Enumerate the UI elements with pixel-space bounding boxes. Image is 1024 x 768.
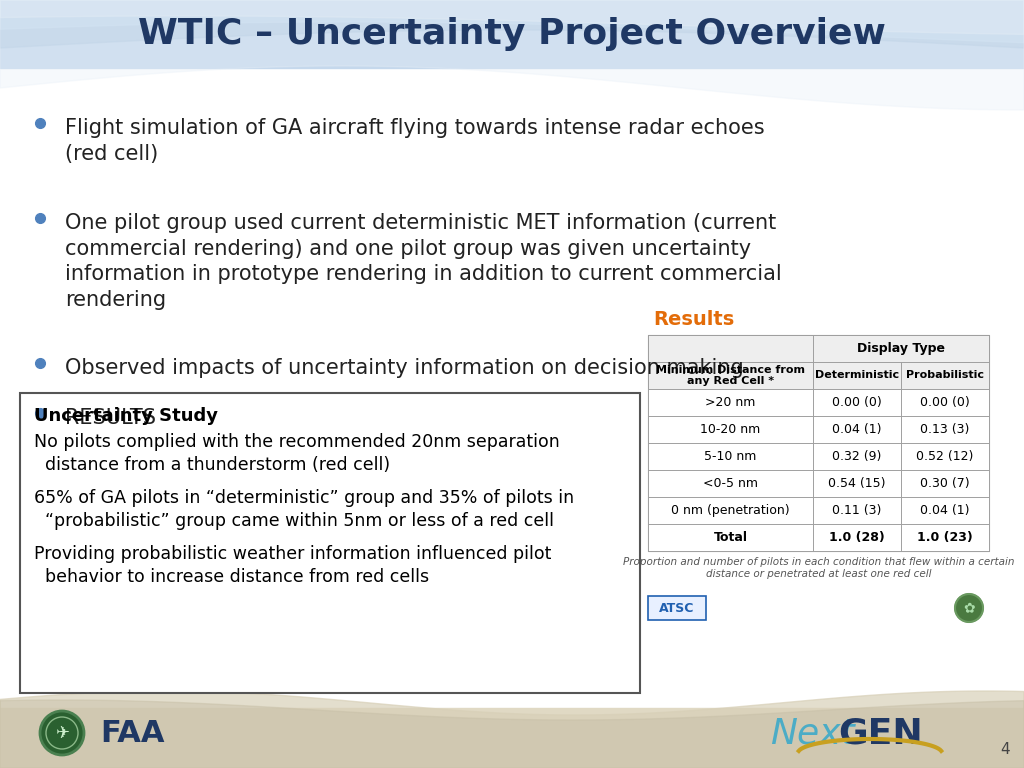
Text: 0.00 (0): 0.00 (0) xyxy=(921,396,970,409)
Polygon shape xyxy=(0,0,1024,35)
Bar xyxy=(901,362,989,389)
Text: 1.0 (23): 1.0 (23) xyxy=(918,531,973,544)
Text: 0.00 (0): 0.00 (0) xyxy=(833,396,882,409)
Bar xyxy=(813,416,901,443)
Bar xyxy=(901,389,989,416)
Text: Display Type: Display Type xyxy=(857,342,945,355)
Bar xyxy=(813,470,901,497)
Bar xyxy=(648,470,813,497)
Bar xyxy=(901,524,989,551)
Text: >20 nm: >20 nm xyxy=(706,396,756,409)
Text: <0-5 nm: <0-5 nm xyxy=(703,477,758,490)
Bar xyxy=(648,335,813,362)
Text: RESULTS: RESULTS xyxy=(65,408,156,428)
Text: ✈: ✈ xyxy=(55,724,69,742)
Text: Probabilistic: Probabilistic xyxy=(906,370,984,380)
Text: Providing probabilistic weather information influenced pilot
  behavior to incre: Providing probabilistic weather informat… xyxy=(34,545,551,586)
Text: No pilots complied with the recommended 20nm separation
  distance from a thunde: No pilots complied with the recommended … xyxy=(34,433,560,474)
Text: 5-10 nm: 5-10 nm xyxy=(705,450,757,463)
Text: Observed impacts of uncertainty information on decision making: Observed impacts of uncertainty informat… xyxy=(65,358,743,378)
Text: 0.32 (9): 0.32 (9) xyxy=(833,450,882,463)
Text: 0.54 (15): 0.54 (15) xyxy=(828,477,886,490)
Circle shape xyxy=(40,711,84,755)
Polygon shape xyxy=(0,691,1024,768)
Text: Proportion and number of pilots in each condition that flew within a certain
dis: Proportion and number of pilots in each … xyxy=(623,557,1014,578)
Bar xyxy=(901,416,989,443)
Polygon shape xyxy=(0,0,1024,43)
Text: 0.30 (7): 0.30 (7) xyxy=(921,477,970,490)
Text: 65% of GA pilots in “deterministic” group and 35% of pilots in
  “probabilistic”: 65% of GA pilots in “deterministic” grou… xyxy=(34,489,574,530)
Text: 0 nm (penetration): 0 nm (penetration) xyxy=(671,504,790,517)
Bar xyxy=(648,389,813,416)
Text: 0.04 (1): 0.04 (1) xyxy=(921,504,970,517)
Text: Total: Total xyxy=(714,531,748,544)
Bar xyxy=(0,708,1024,768)
Polygon shape xyxy=(0,0,1024,110)
Bar xyxy=(813,443,901,470)
Bar xyxy=(20,393,640,693)
Text: 0.11 (3): 0.11 (3) xyxy=(833,504,882,517)
Bar xyxy=(648,524,813,551)
Bar xyxy=(813,389,901,416)
Bar xyxy=(813,335,989,362)
Text: 4: 4 xyxy=(1000,743,1010,757)
Text: GEN: GEN xyxy=(838,716,923,750)
Text: One pilot group used current deterministic MET information (current
commercial r: One pilot group used current determinist… xyxy=(65,213,781,310)
Polygon shape xyxy=(0,0,1024,48)
Text: ✿: ✿ xyxy=(964,601,975,615)
Bar xyxy=(648,443,813,470)
Circle shape xyxy=(955,594,983,622)
Bar xyxy=(648,596,706,620)
Text: 10-20 nm: 10-20 nm xyxy=(700,423,761,436)
Text: FAA: FAA xyxy=(100,719,165,747)
Text: WTIC – Uncertainty Project Overview: WTIC – Uncertainty Project Overview xyxy=(138,17,886,51)
Bar xyxy=(648,362,813,389)
Bar xyxy=(813,497,901,524)
Text: ATSC: ATSC xyxy=(659,601,694,614)
Bar xyxy=(813,524,901,551)
Bar xyxy=(813,362,901,389)
Bar xyxy=(648,416,813,443)
Bar xyxy=(901,443,989,470)
Text: Uncertainty Study: Uncertainty Study xyxy=(34,407,218,425)
Text: 0.13 (3): 0.13 (3) xyxy=(921,423,970,436)
Bar xyxy=(901,497,989,524)
Text: Next: Next xyxy=(770,716,855,750)
Bar xyxy=(648,497,813,524)
Text: 1.0 (28): 1.0 (28) xyxy=(829,531,885,544)
Polygon shape xyxy=(0,700,1024,768)
Text: Minimum Distance from
any Red Cell *: Minimum Distance from any Red Cell * xyxy=(656,365,805,386)
Bar xyxy=(0,0,1024,68)
Text: Results: Results xyxy=(653,310,734,329)
Text: Flight simulation of GA aircraft flying towards intense radar echoes
(red cell): Flight simulation of GA aircraft flying … xyxy=(65,118,765,164)
Text: Deterministic: Deterministic xyxy=(815,370,899,380)
Bar xyxy=(901,470,989,497)
Text: 0.04 (1): 0.04 (1) xyxy=(833,423,882,436)
Bar xyxy=(648,335,989,551)
Text: 0.52 (12): 0.52 (12) xyxy=(916,450,974,463)
